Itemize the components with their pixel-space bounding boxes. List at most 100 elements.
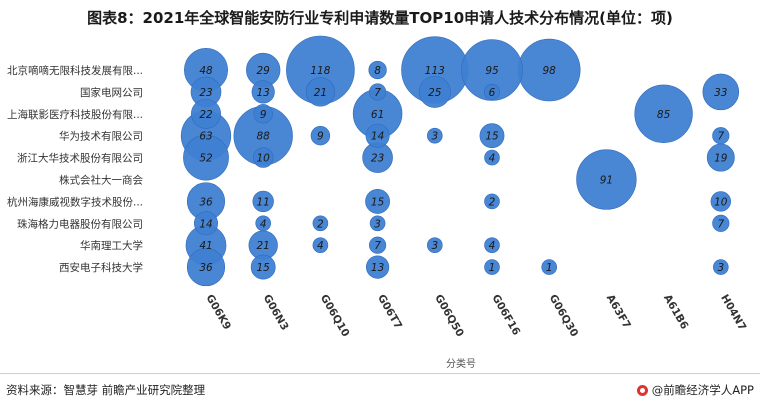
applicant-label: 杭州海康威视数字技术股份... [7,195,143,208]
bubble [712,127,730,145]
bubble-value-label: 3 [717,262,724,274]
bubble-value-label: 22 [199,109,213,121]
x-tick-label: G06T7 [375,293,404,332]
bubble [369,236,387,254]
bubble-value-label: 29 [257,65,271,77]
bubble-value-label: 85 [657,109,671,121]
x-tick-label: G06N3 [261,293,291,333]
bubble-value-label: 1 [489,262,496,274]
applicant-label: 珠海格力电器股份有限公司 [17,217,143,230]
applicant-label: 国家电网公司 [80,86,143,99]
bubble-value-label: 13 [257,87,270,99]
bubble [186,248,226,287]
bubble [418,75,451,108]
bubble [312,237,329,253]
bubble [365,123,390,148]
bubble-value-label: 7 [374,87,381,99]
x-tick-label: A63F7 [604,293,633,331]
bubble-value-label: 25 [428,87,442,99]
bubble [461,39,523,101]
brand-credit: @前瞻经济学人APP [636,382,754,398]
x-tick-label: G06F16 [489,293,522,338]
bubble-value-label: 36 [199,196,213,208]
bubble [479,123,505,149]
applicant-label: 上海联影医疗科技股份有限... [7,108,143,121]
bubble [191,98,221,129]
bubble [541,259,558,275]
bubble-value-label: 7 [374,240,381,252]
bubble-value-label: 63 [199,131,212,143]
bubble-value-label: 19 [714,153,728,165]
bubble-value-label: 15 [371,196,385,208]
bubble-value-label: 23 [371,153,384,165]
bubble [368,60,387,80]
bubble-value-label: 9 [317,131,324,143]
x-tick-label: G06Q30 [547,293,581,340]
bubble-value-label: 36 [199,262,213,274]
bubble-value-label: 33 [714,87,727,99]
source-note: 资料来源：智慧芽 前瞻产业研究院整理 [6,383,206,397]
bubble-value-label: 15 [257,262,271,274]
bubble [369,215,386,232]
bubble-value-label: 14 [371,131,384,143]
bubble [634,84,693,143]
bubble [366,255,390,279]
applicant-label: 株式会社大一商会 [59,174,143,187]
bubble-value-label: 3 [431,240,438,252]
bubble-value-label: 13 [371,262,384,274]
bubble [183,134,229,181]
x-tick-label: H04N7 [718,293,748,333]
bubble [712,214,730,232]
applicant-label: 西安电子科技大学 [59,261,143,274]
bubble-value-label: 8 [374,65,381,77]
bubble-value-label: 4 [317,240,324,252]
bubble-value-label: 88 [257,131,271,143]
chart-title: 图表8：2021年全球智能安防行业专利申请数量TOP10申请人技术分布情况(单位… [87,9,673,27]
bubble [712,259,729,275]
bubble-value-label: 3 [431,131,438,143]
bubble [253,104,273,124]
bubble-value-label: 1 [546,262,553,274]
bubble-value-label: 95 [485,65,499,77]
x-tick-label: G06K9 [203,293,233,333]
bubble-value-label: 11 [257,196,270,208]
bubble-value-label: 21 [257,240,270,252]
brand-text: @前瞻经济学人APP [651,383,754,397]
bubble-value-label: 7 [717,218,724,230]
bubble-value-label: 14 [199,218,212,230]
bubble-value-label: 91 [600,175,613,187]
bubble [484,149,500,166]
bubble [193,211,219,236]
bubble-value-label: 6 [489,87,496,99]
bubble-value-label: 10 [714,196,728,208]
bubble [255,215,272,232]
bubble-value-label: 3 [374,218,381,230]
bubble-value-label: 21 [314,87,327,99]
x-tick-label: G06Q10 [318,293,352,340]
bubble [365,188,391,214]
x-tick-label: A61B6 [661,293,690,332]
bubble [253,147,274,168]
bubble [250,254,276,280]
brand-logo-icon [636,384,648,396]
applicant-label: 北京嘀嘀无限科技发展有限... [7,64,143,77]
bubble [576,149,637,210]
bubble-value-label: 98 [543,65,557,77]
bubble-value-label: 48 [199,65,213,77]
bubble-value-label: 4 [260,218,267,230]
bubble-value-label: 23 [199,87,212,99]
applicant-label: 华南理工大学 [80,239,143,252]
applicant-label: 浙江大华技术股份有限公司 [17,152,143,165]
bubble [426,237,443,253]
x-tick-label: G06Q50 [432,293,466,340]
bubble [484,259,500,275]
bubble [312,215,329,232]
x-axis-title: 分类号 [446,357,476,370]
bubble [484,193,500,210]
bubble-value-label: 52 [199,153,213,165]
bubble-value-label: 4 [489,240,496,252]
bubble [710,191,731,212]
bubble-value-label: 41 [199,240,212,252]
bubble-value-label: 118 [310,65,330,77]
